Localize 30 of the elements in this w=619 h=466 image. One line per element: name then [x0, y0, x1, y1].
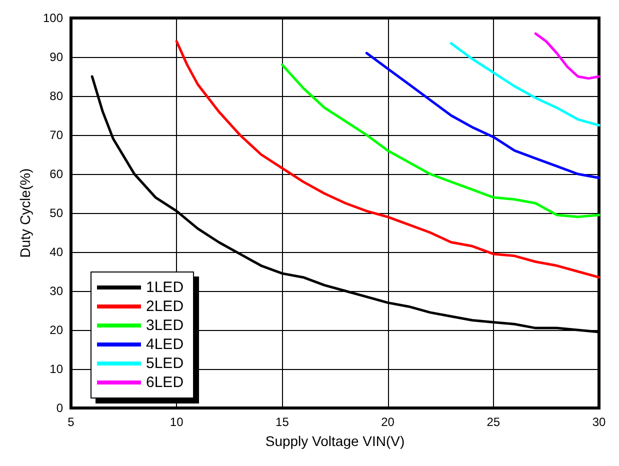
y-axis-title: Duty Cycle(%): [17, 168, 34, 258]
x-tick-label: 5: [68, 415, 75, 429]
line-series: [365, 52, 600, 180]
x-axis-title: Supply Voltage VIN(V): [265, 433, 405, 449]
x-tick-label: 30: [592, 415, 606, 429]
y-tick-label: 20: [50, 323, 64, 337]
x-tick-label: 20: [381, 415, 395, 429]
x-tick-label: 25: [486, 415, 500, 429]
line-series: [175, 40, 600, 279]
legend-label: 4LED: [146, 336, 184, 353]
y-tick-label: 10: [50, 362, 64, 376]
y-tick-label: 40: [50, 245, 64, 259]
y-tick-label: 0: [56, 401, 64, 415]
y-tick-label: 80: [50, 89, 64, 103]
line-series: [450, 42, 600, 126]
x-tick-label: 15: [276, 415, 290, 429]
y-tick-label: 100: [42, 11, 64, 25]
y-tick-label: 70: [50, 128, 64, 142]
line-series: [280, 64, 600, 218]
y-tick-label: 30: [50, 284, 64, 298]
y-tick-label: 50: [50, 206, 64, 220]
legend-label: 1LED: [146, 279, 184, 296]
x-tick-label: 10: [170, 415, 184, 429]
line-series: [534, 32, 600, 80]
y-tick-label: 60: [50, 167, 64, 181]
legend-label: 6LED: [146, 374, 184, 391]
legend-label: 5LED: [146, 355, 184, 372]
legend-label: 3LED: [146, 317, 184, 334]
legend-label: 2LED: [146, 298, 184, 315]
y-tick-label: 90: [50, 50, 64, 64]
